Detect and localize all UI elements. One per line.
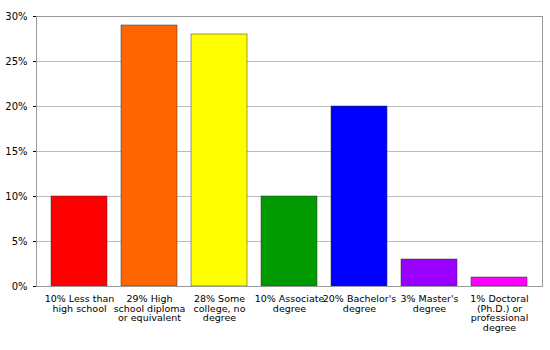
svg-text:5%: 5% bbox=[12, 236, 28, 247]
svg-text:20%: 20% bbox=[5, 101, 27, 112]
svg-text:25%: 25% bbox=[5, 56, 27, 67]
svg-text:0%: 0% bbox=[12, 281, 28, 292]
svg-text:30%: 30% bbox=[5, 11, 27, 22]
svg-text:20% Bachelor'sdegree: 20% Bachelor'sdegree bbox=[323, 293, 397, 314]
svg-text:10%: 10% bbox=[5, 191, 27, 202]
svg-text:10% Less thanhigh school: 10% Less thanhigh school bbox=[45, 293, 115, 314]
svg-text:3% Master'sdegree: 3% Master'sdegree bbox=[400, 293, 458, 314]
svg-text:28% Somecollege, nodegree: 28% Somecollege, nodegree bbox=[194, 293, 246, 323]
svg-text:29% Highschool diplomaor equiv: 29% Highschool diplomaor equivalent bbox=[114, 293, 186, 323]
svg-text:15%: 15% bbox=[5, 146, 27, 157]
svg-text:10% Associatedegree: 10% Associatedegree bbox=[255, 293, 325, 314]
svg-text:1% Doctoral(Ph.D.) orprofessio: 1% Doctoral(Ph.D.) orprofessionaldegree bbox=[470, 293, 528, 333]
